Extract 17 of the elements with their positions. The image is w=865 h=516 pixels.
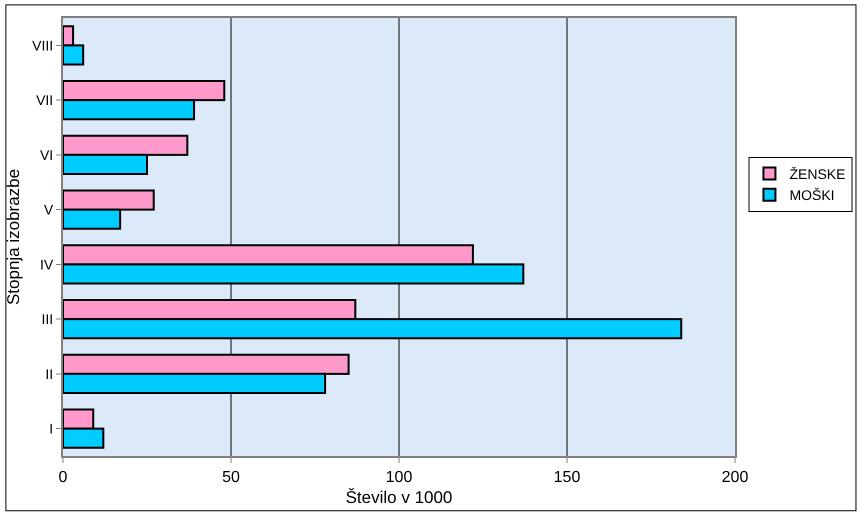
y-tick-label: VI bbox=[40, 146, 54, 163]
x-axis-title: Število v 1000 bbox=[346, 488, 452, 508]
legend-label: ŽENSKE bbox=[789, 166, 846, 182]
y-axis-title: Stopnja izobrazbe bbox=[4, 168, 24, 306]
x-tick-label: 150 bbox=[554, 469, 580, 486]
y-tick-label: I bbox=[49, 420, 54, 437]
x-tick-label: 50 bbox=[222, 469, 240, 486]
y-tick-label: V bbox=[44, 202, 54, 218]
y-tick-label: III bbox=[42, 311, 54, 328]
x-tick-label: 200 bbox=[722, 469, 748, 486]
x-tick-label: 0 bbox=[58, 469, 68, 486]
y-tick-label: II bbox=[45, 366, 54, 382]
y-tick-label: IV bbox=[40, 256, 54, 272]
y-tick-label: VIII bbox=[32, 37, 54, 54]
y-tick-label: VII bbox=[36, 92, 54, 108]
x-tick-label: 100 bbox=[386, 469, 412, 486]
legend-label: MOŠKI bbox=[789, 187, 835, 204]
